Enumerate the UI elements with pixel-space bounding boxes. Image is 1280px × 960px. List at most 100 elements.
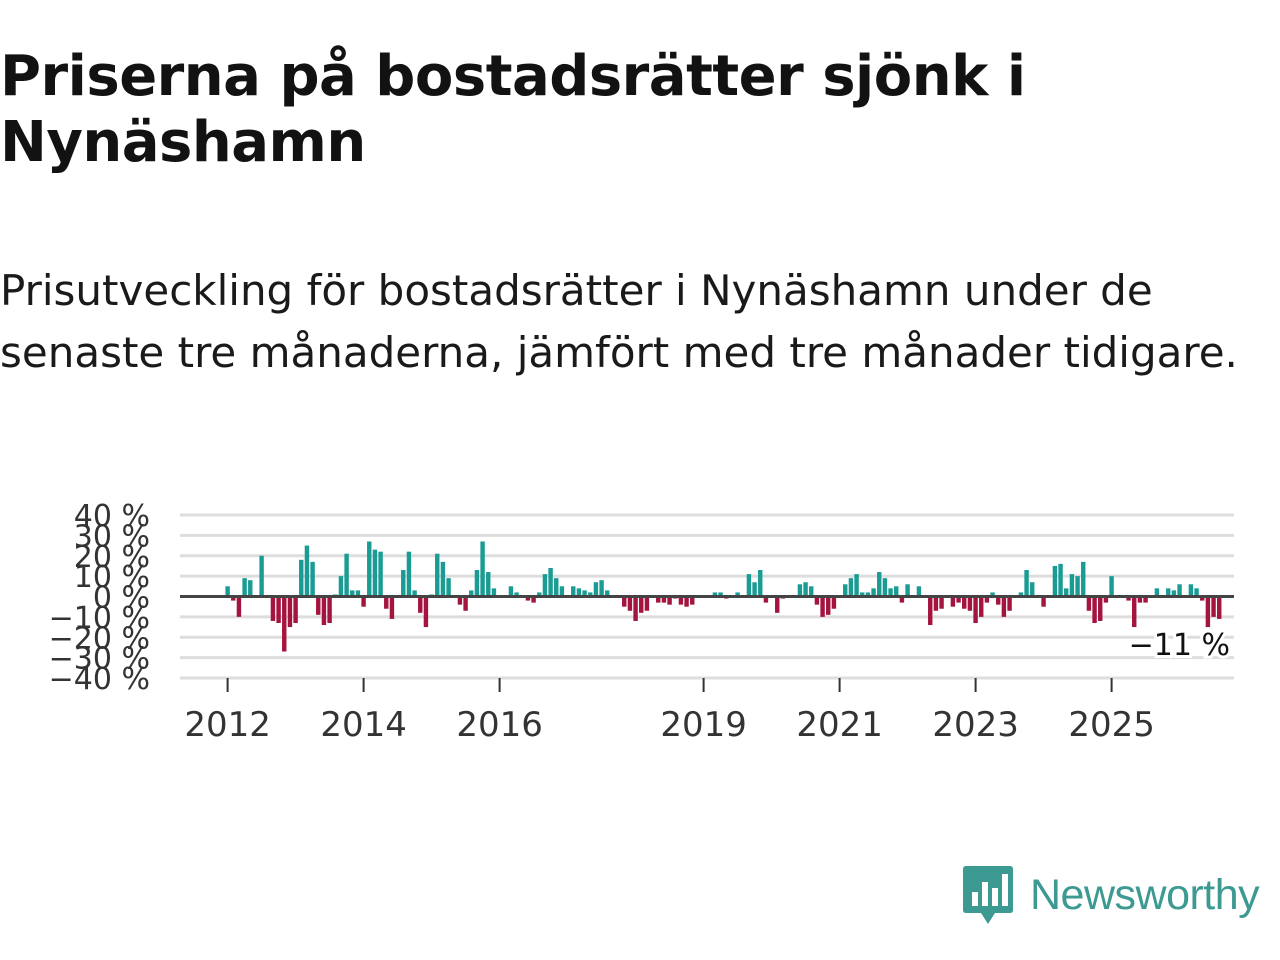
newsworthy-logo-icon (963, 866, 1013, 924)
chart-title: Priserna på bostadsrätter sjönk i Nynäsh… (0, 44, 1026, 175)
newsworthy-logo[interactable]: Newsworthy (962, 862, 1260, 928)
bar (1092, 596, 1097, 623)
bar (939, 596, 944, 609)
bar (1200, 596, 1205, 601)
bar (1126, 596, 1131, 601)
bar (1132, 596, 1137, 628)
bar (508, 586, 514, 597)
bar (1018, 592, 1024, 597)
bar (1024, 570, 1029, 597)
bar (639, 596, 644, 613)
bar (1001, 596, 1007, 617)
bar (633, 596, 638, 621)
bar (967, 596, 973, 611)
bar (242, 578, 247, 597)
x-tick-label: 2023 (932, 705, 1019, 745)
bar (735, 592, 740, 597)
x-tick-label: 2016 (456, 705, 543, 745)
y-tick-label: 0 % (93, 581, 150, 616)
bar (1058, 563, 1063, 597)
bar (310, 561, 315, 597)
bar (973, 596, 978, 623)
bar (848, 578, 854, 597)
bar (1064, 588, 1069, 597)
bar (372, 549, 378, 597)
bar (746, 574, 752, 597)
bar (933, 596, 939, 611)
bar (582, 590, 587, 597)
bar (231, 596, 236, 601)
bar (457, 596, 463, 605)
bar (678, 596, 684, 605)
bar (758, 570, 763, 597)
bar (355, 590, 361, 597)
bar (718, 592, 723, 597)
bar (593, 582, 599, 597)
bar (1086, 596, 1092, 611)
bar (491, 588, 497, 597)
bar (446, 578, 451, 597)
bar (474, 570, 480, 597)
bar (531, 596, 536, 603)
bar (905, 584, 910, 597)
bar (962, 596, 967, 609)
bar (667, 596, 672, 605)
bar (996, 596, 1001, 605)
bar (684, 596, 689, 607)
bar (888, 588, 893, 597)
bar (412, 590, 417, 597)
bar (361, 596, 366, 607)
bar (814, 596, 820, 605)
bar (1137, 596, 1143, 603)
bar (752, 582, 757, 597)
bar (712, 592, 718, 597)
brand-name: Newsworthy (1030, 870, 1260, 919)
bar (469, 590, 474, 597)
bar (899, 596, 905, 603)
x-tick-label: 2012 (184, 705, 271, 745)
bar (860, 592, 865, 597)
bar (389, 596, 395, 619)
bar (1075, 576, 1080, 597)
bar (1081, 561, 1086, 597)
bar (894, 586, 899, 597)
last-value-label: −11 % (1129, 628, 1230, 663)
bar (865, 592, 871, 597)
bar (435, 553, 440, 597)
y-tick-label: 10 % (74, 560, 150, 595)
x-tick-label: 2025 (1068, 705, 1155, 745)
bar (287, 596, 293, 628)
bar (690, 596, 695, 605)
bar (956, 596, 961, 603)
bar (1069, 574, 1075, 597)
bar (225, 586, 230, 597)
bar (236, 596, 242, 617)
bar-chart: 40 %30 %20 %10 %0 %−10 %−20 %−30 %−40 % … (49, 499, 1234, 745)
bar (1052, 565, 1058, 597)
bar (418, 596, 423, 613)
y-tick-label: −30 % (49, 642, 150, 677)
bar-series (225, 541, 1222, 652)
bar (554, 578, 559, 597)
bar (843, 584, 848, 597)
bar (367, 541, 372, 597)
y-tick-label: 40 % (74, 499, 150, 534)
bar (831, 596, 837, 609)
bar (525, 596, 531, 601)
bar (423, 596, 429, 628)
x-axis-ticks: 2012 2014 2016 2019 2021 2023 2025 (184, 678, 1155, 745)
bar (627, 596, 633, 611)
bar (1007, 596, 1012, 611)
bar (316, 596, 321, 615)
bar (877, 572, 882, 597)
bar (622, 596, 627, 607)
y-tick-label: 20 % (74, 540, 150, 575)
bar (559, 586, 565, 597)
bar (1194, 588, 1199, 597)
bar (1205, 596, 1211, 628)
bar (809, 586, 814, 597)
bar (304, 545, 310, 597)
bar (797, 584, 803, 597)
bar (401, 570, 406, 597)
bar (248, 580, 253, 597)
